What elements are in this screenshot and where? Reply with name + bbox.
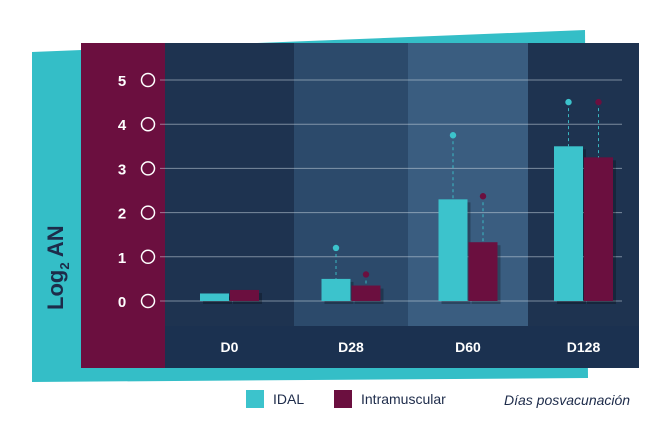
x-axis-band bbox=[165, 326, 639, 368]
y-tick-labels: 0 1 2 3 4 5 bbox=[118, 73, 127, 311]
bar-intramuscular-d128 bbox=[584, 157, 613, 301]
x-tick-label-d28: D28 bbox=[338, 339, 364, 355]
legend-item-idal: IDAL bbox=[246, 390, 304, 408]
error-dot-intramuscular-d60 bbox=[479, 193, 487, 200]
y-tick-marker-0 bbox=[140, 293, 156, 309]
bars bbox=[200, 146, 616, 304]
error-dot-intramuscular-d28 bbox=[362, 271, 370, 278]
y-tick-marker-2 bbox=[140, 205, 156, 220]
y-tick-marker-5 bbox=[140, 72, 156, 88]
y-tick-markers bbox=[140, 72, 156, 309]
y-tick-label-0: 0 bbox=[118, 294, 126, 311]
legend-swatch-idal bbox=[246, 390, 264, 408]
bar-intramuscular-d28 bbox=[351, 285, 381, 301]
bar-idal-d60 bbox=[438, 199, 468, 301]
error-dot-idal-d128 bbox=[565, 98, 572, 106]
error-dot-idal-d28 bbox=[332, 244, 340, 252]
x-tick-label-d0: D0 bbox=[221, 339, 239, 355]
y-axis-title-subscript: 2 bbox=[57, 262, 72, 269]
y-axis-title-main: Log bbox=[43, 270, 68, 310]
bar-idal-d28 bbox=[321, 278, 351, 301]
x-tick-label-d60: D60 bbox=[455, 339, 481, 355]
y-tick-label-1: 1 bbox=[118, 250, 126, 267]
error-dot-intramuscular-d128 bbox=[595, 98, 602, 106]
y-axis-strip bbox=[81, 43, 165, 368]
x-tick-labels: D0 D28 D60 D128 bbox=[221, 339, 601, 355]
legend: IDAL Intramuscular Días posvacunación bbox=[0, 388, 668, 412]
band-d28 bbox=[294, 43, 408, 326]
error-markers bbox=[332, 98, 602, 286]
legend-label-idal: IDAL bbox=[273, 391, 305, 407]
y-tick-marker-4 bbox=[140, 116, 156, 132]
y-tick-label-5: 5 bbox=[118, 73, 126, 90]
legend-item-intramuscular: Intramuscular bbox=[334, 390, 446, 408]
legend-swatch-intramuscular bbox=[334, 390, 352, 408]
y-tick-marker-3 bbox=[140, 161, 156, 176]
bar-intramuscular-d60 bbox=[468, 242, 498, 301]
y-axis-title: Log2 AN bbox=[43, 225, 72, 310]
bar-idal-d128 bbox=[554, 146, 583, 301]
legend-label-intramuscular: Intramuscular bbox=[361, 391, 446, 407]
x-tick-label-d128: D128 bbox=[567, 339, 601, 355]
error-dot-idal-d60 bbox=[449, 132, 457, 139]
bar-idal-d0 bbox=[200, 293, 229, 301]
y-tick-label-2: 2 bbox=[118, 206, 126, 223]
gridlines bbox=[160, 79, 622, 302]
y-tick-label-3: 3 bbox=[118, 161, 126, 178]
band-d60 bbox=[408, 43, 528, 326]
y-tick-marker-1 bbox=[140, 249, 156, 265]
x-axis-title: Días posvacunación bbox=[504, 392, 631, 408]
y-axis-title-tail: AN bbox=[43, 225, 68, 262]
y-tick-label-4: 4 bbox=[118, 117, 127, 134]
bar-intramuscular-d0 bbox=[230, 289, 259, 301]
